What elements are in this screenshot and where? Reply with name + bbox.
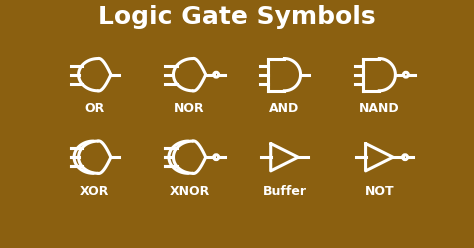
Text: XOR: XOR — [80, 185, 109, 198]
Text: XNOR: XNOR — [169, 185, 210, 198]
Text: AND: AND — [269, 102, 300, 115]
Text: Buffer: Buffer — [263, 185, 306, 198]
Text: OR: OR — [84, 102, 105, 115]
Text: Logic Gate Symbols: Logic Gate Symbols — [98, 5, 376, 30]
Text: NOR: NOR — [174, 102, 205, 115]
Text: NAND: NAND — [359, 102, 400, 115]
Text: NOT: NOT — [365, 185, 394, 198]
